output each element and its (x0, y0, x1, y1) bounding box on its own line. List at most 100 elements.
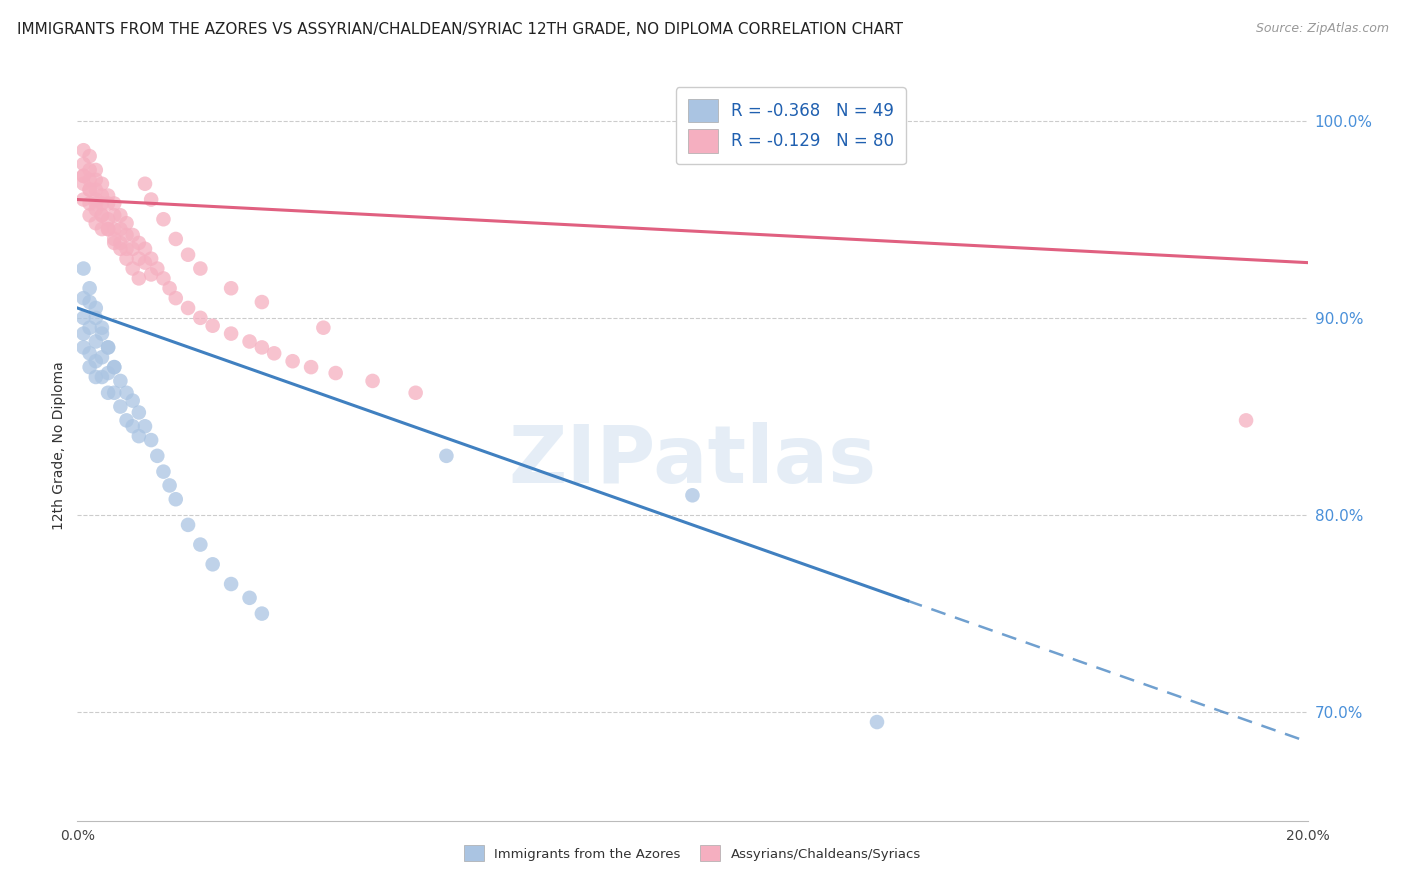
Point (110, 222, 132, 236)
Point (103, 232, 125, 246)
Point (84, 173, 107, 187)
Point (219, 577, 242, 591)
Point (97, 222, 120, 236)
Point (121, 242, 143, 256)
Point (79, 196, 101, 211)
Point (90, 222, 114, 236)
Point (115, 413, 138, 427)
Point (72, 143, 94, 157)
Point (97, 188, 120, 202)
Point (115, 227, 138, 242)
Point (97, 340, 120, 354)
Point (90, 177, 114, 191)
Point (281, 354, 304, 368)
Point (84, 193, 107, 207)
Point (90, 208, 114, 222)
Point (152, 465, 174, 479)
Point (121, 393, 143, 408)
Point (682, 488, 704, 502)
Point (866, 714, 889, 729)
Point (79, 173, 101, 187)
Point (128, 271, 150, 285)
Point (110, 400, 132, 414)
Point (115, 252, 138, 266)
Point (250, 295, 273, 310)
Point (141, 193, 163, 207)
Point (79, 208, 101, 222)
Point (79, 183, 101, 197)
Point (103, 235, 125, 250)
Point (79, 360, 101, 375)
Point (79, 183, 101, 197)
Point (110, 235, 132, 250)
Point (159, 478, 181, 492)
Point (128, 235, 150, 250)
Point (141, 268, 163, 282)
Point (115, 242, 138, 256)
Point (188, 538, 212, 552)
Point (177, 517, 200, 532)
Legend: Immigrants from the Azores, Assyrians/Chaldeans/Syriacs: Immigrants from the Azores, Assyrians/Ch… (457, 838, 928, 868)
Point (188, 310, 212, 325)
Point (79, 320, 101, 334)
Point (128, 252, 150, 266)
Point (201, 318, 224, 333)
Point (299, 360, 322, 375)
Text: ZIPatlas: ZIPatlas (509, 422, 876, 500)
Point (90, 370, 114, 384)
Point (97, 222, 120, 236)
Point (134, 177, 156, 191)
Point (146, 449, 169, 463)
Point (97, 340, 120, 354)
Point (110, 242, 132, 256)
Point (84, 163, 107, 178)
Point (84, 334, 107, 349)
Point (121, 227, 143, 242)
Point (84, 354, 107, 368)
Point (84, 196, 107, 211)
Point (72, 177, 94, 191)
Point (97, 212, 120, 227)
Point (146, 261, 169, 276)
Point (325, 366, 347, 380)
Point (121, 261, 143, 276)
Point (72, 310, 94, 325)
Point (103, 385, 125, 400)
Point (128, 405, 150, 419)
Point (103, 360, 125, 375)
Point (72, 193, 94, 207)
Point (110, 374, 132, 388)
Point (79, 281, 101, 295)
Point (90, 320, 114, 334)
Point (79, 346, 101, 360)
Point (103, 360, 125, 375)
Point (263, 346, 285, 360)
Point (250, 607, 273, 621)
Point (152, 212, 174, 227)
Point (84, 310, 107, 325)
Point (250, 340, 273, 354)
Point (72, 291, 94, 305)
Point (84, 370, 107, 384)
Point (72, 169, 94, 183)
Point (103, 196, 125, 211)
Point (110, 208, 132, 222)
Point (361, 374, 384, 388)
Point (188, 261, 212, 276)
Point (72, 157, 94, 171)
Point (84, 183, 107, 197)
Point (219, 281, 242, 295)
Point (84, 202, 107, 217)
Point (165, 492, 187, 507)
Point (97, 366, 120, 380)
Point (72, 261, 94, 276)
Point (84, 301, 107, 315)
Point (239, 334, 262, 349)
Point (115, 216, 138, 230)
Point (97, 196, 120, 211)
Point (165, 232, 187, 246)
Point (72, 340, 94, 354)
Point (72, 326, 94, 341)
Point (128, 429, 150, 443)
Point (79, 149, 101, 163)
